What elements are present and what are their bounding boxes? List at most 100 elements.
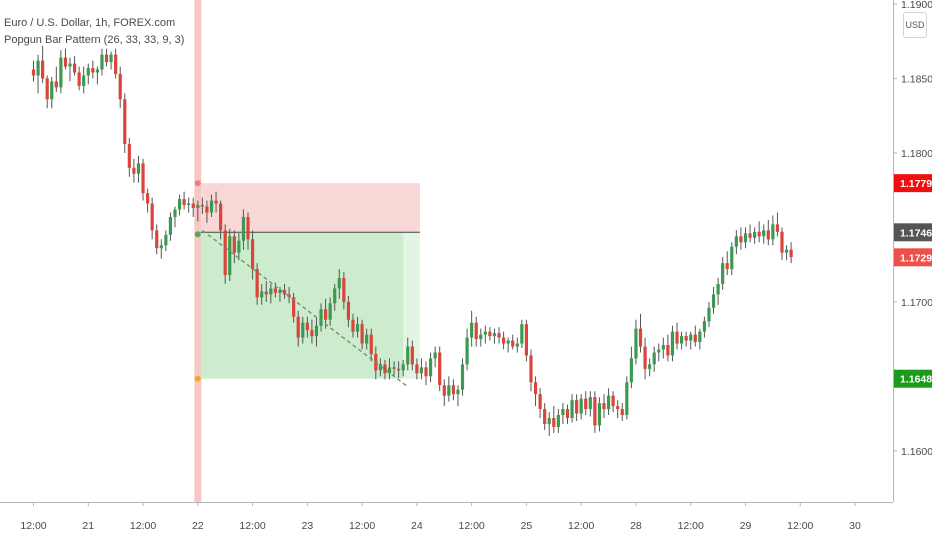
candle-body xyxy=(59,57,63,88)
price-tick-label: 1.17000 xyxy=(901,297,932,309)
candle-body xyxy=(634,328,638,359)
candle-body xyxy=(406,346,410,365)
price-tick-label: 1.16000 xyxy=(901,446,932,458)
candle-body xyxy=(305,322,309,331)
candle-body xyxy=(50,81,54,100)
candle-body xyxy=(319,309,323,326)
candle-body xyxy=(547,418,551,424)
candle-body xyxy=(401,364,405,371)
candle-body xyxy=(716,283,720,295)
candle-body xyxy=(657,349,661,353)
candle-body xyxy=(428,358,433,377)
candle-body xyxy=(109,54,113,63)
candle-body xyxy=(447,385,451,396)
candle-body xyxy=(191,203,195,209)
candle-body xyxy=(579,398,583,414)
candle-body xyxy=(292,297,296,317)
candle-body xyxy=(168,216,173,235)
candle-body xyxy=(488,331,492,337)
candle-body xyxy=(164,234,168,246)
candle-body xyxy=(214,200,218,204)
candle-body xyxy=(442,385,446,396)
candle-body xyxy=(652,352,656,365)
candle-body xyxy=(460,364,465,390)
candle-body xyxy=(771,224,775,240)
candle-body xyxy=(314,325,319,337)
candle-body xyxy=(209,200,214,213)
time-tick-label: 12:00 xyxy=(239,520,265,532)
candle-body xyxy=(543,409,547,424)
candle-body xyxy=(155,230,159,249)
chart-legend: Euro / U.S. Dollar, 1h, FOREX.com Popgun… xyxy=(4,15,184,49)
price-label-current xyxy=(894,223,932,242)
candle-body xyxy=(584,398,588,410)
candle-body xyxy=(629,358,633,383)
candle-body xyxy=(346,301,351,320)
candle-body xyxy=(616,406,620,410)
candle-body xyxy=(36,60,40,76)
candle-body xyxy=(91,68,95,73)
candle-body xyxy=(228,236,232,276)
candle-body xyxy=(465,337,469,365)
candle-body xyxy=(141,163,145,194)
candle-body xyxy=(597,403,602,426)
candle-body xyxy=(72,63,77,73)
candle-body xyxy=(730,246,734,270)
candle-body xyxy=(328,303,332,320)
candle-body xyxy=(63,57,68,67)
price-label-target-text: 1.16484 xyxy=(900,374,932,386)
candle-body xyxy=(556,415,560,427)
candle-body xyxy=(31,69,36,76)
price-label-current-text: 1.17467 xyxy=(900,227,932,239)
candle-body xyxy=(492,333,497,337)
candle-body xyxy=(342,278,346,302)
candle-body xyxy=(250,239,255,270)
candle-body xyxy=(538,394,542,410)
candle-body xyxy=(784,249,789,253)
candle-body xyxy=(187,203,191,206)
candle-body xyxy=(497,333,501,338)
candle-body xyxy=(570,400,574,419)
candle-body xyxy=(789,249,793,258)
candle-body xyxy=(383,364,387,374)
candle-body xyxy=(424,367,428,377)
candle-body xyxy=(762,230,766,237)
candle-body xyxy=(45,78,49,100)
candle-body xyxy=(219,203,223,231)
target-marker xyxy=(194,375,201,382)
candle-body xyxy=(296,316,300,338)
indicator-title: Popgun Bar Pattern (26, 33, 33, 9, 3) xyxy=(4,34,185,46)
signal-bar-highlight xyxy=(194,0,202,502)
candle-body xyxy=(766,230,770,240)
candle-body xyxy=(451,385,455,395)
candle-body xyxy=(246,216,250,240)
time-tick-label: 12:00 xyxy=(349,520,375,532)
candle-body xyxy=(205,206,209,213)
candle-body xyxy=(670,331,675,356)
currency-button[interactable]: USD xyxy=(903,12,927,38)
candle-body xyxy=(360,324,364,344)
candle-body xyxy=(100,54,104,70)
candle-body xyxy=(721,263,725,284)
candle-body xyxy=(86,68,90,76)
time-tick-label: 12:00 xyxy=(568,520,594,532)
time-tick-label: 29 xyxy=(740,520,752,532)
candle-body xyxy=(378,364,382,371)
take-profit-zone xyxy=(200,232,420,379)
candle-body xyxy=(743,233,748,243)
candle-body xyxy=(123,99,127,144)
candle-body xyxy=(127,143,131,168)
candle-body xyxy=(501,337,506,344)
candle-body xyxy=(529,355,533,383)
candle-body xyxy=(415,364,419,374)
candle-body xyxy=(269,288,273,295)
price-label-last-text: 1.17299 xyxy=(900,252,932,264)
candle-body xyxy=(620,409,624,416)
candle-body xyxy=(419,367,424,374)
time-tick-label: 12:00 xyxy=(787,520,813,532)
candle-body xyxy=(196,205,200,209)
candle-body xyxy=(707,307,711,322)
price-tick-label: 1.18500 xyxy=(901,73,932,85)
